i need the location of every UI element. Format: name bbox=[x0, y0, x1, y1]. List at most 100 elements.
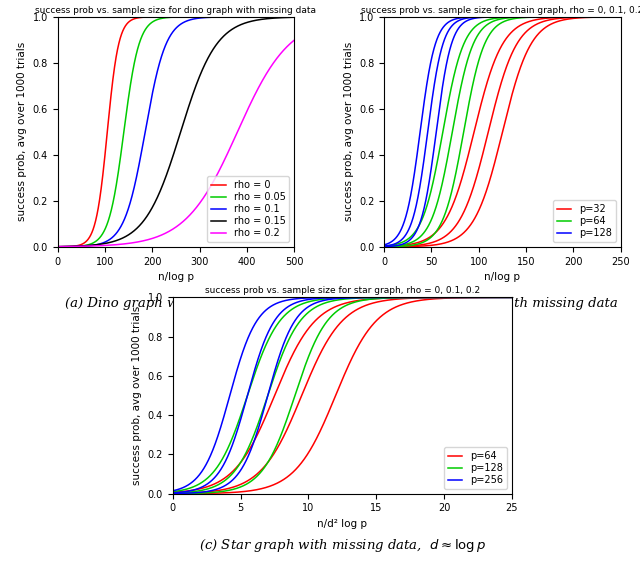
p=64 bbox=[495, 15, 503, 21]
p=256 bbox=[334, 294, 342, 301]
rho = 0.05 bbox=[240, 13, 248, 20]
p=32 bbox=[489, 62, 497, 68]
p=64 bbox=[498, 294, 506, 301]
Title: success prob vs. sample size for dino graph with missing data: success prob vs. sample size for dino gr… bbox=[35, 6, 316, 15]
Y-axis label: success prob, avg over 1000 trials: success prob, avg over 1000 trials bbox=[132, 306, 142, 485]
rho = 0.2 bbox=[54, 243, 61, 250]
p=128 bbox=[610, 13, 618, 20]
rho = 0.15 bbox=[240, 20, 248, 27]
p=32 bbox=[566, 13, 574, 20]
Y-axis label: success prob, avg over 1000 trials: success prob, avg over 1000 trials bbox=[344, 42, 353, 222]
p=32 bbox=[380, 243, 388, 250]
Y-axis label: success prob, avg over 1000 trials: success prob, avg over 1000 trials bbox=[17, 42, 27, 222]
Line: p=32: p=32 bbox=[384, 17, 621, 246]
p=128 bbox=[508, 294, 516, 301]
Legend: p=64, p=128, p=256: p=64, p=128, p=256 bbox=[444, 447, 507, 489]
Title: success prob vs. sample size for star graph, rho = 0, 0.1, 0.2: success prob vs. sample size for star gr… bbox=[205, 286, 480, 295]
p=256 bbox=[169, 488, 177, 494]
rho = 0.05 bbox=[163, 14, 170, 21]
p=64 bbox=[436, 294, 444, 301]
p=64 bbox=[566, 13, 574, 20]
X-axis label: n/log p: n/log p bbox=[158, 272, 194, 282]
rho = 0.05 bbox=[284, 13, 291, 20]
rho = 0 bbox=[284, 13, 291, 20]
Line: p=256: p=256 bbox=[173, 297, 512, 491]
p=32 bbox=[392, 242, 400, 249]
p=64 bbox=[610, 13, 618, 20]
p=64 bbox=[325, 307, 333, 314]
Line: p=128: p=128 bbox=[384, 17, 621, 245]
Line: p=128: p=128 bbox=[173, 297, 512, 491]
rho = 0 bbox=[291, 13, 298, 20]
rho = 0.05 bbox=[284, 13, 291, 20]
p=64 bbox=[499, 294, 506, 301]
rho = 0.05 bbox=[291, 13, 298, 20]
rho = 0.15 bbox=[54, 243, 61, 250]
Text: (b) Chain graph with missing data: (b) Chain graph with missing data bbox=[388, 297, 618, 310]
p=64 bbox=[334, 302, 342, 309]
rho = 0.1 bbox=[284, 13, 291, 20]
p=64 bbox=[169, 489, 177, 496]
Text: (c) Star graph with missing data,  $d \approx \log p$: (c) Star graph with missing data, $d \ap… bbox=[199, 537, 486, 554]
rho = 0.1 bbox=[163, 40, 170, 47]
p=128 bbox=[436, 294, 444, 301]
rho = 0.2 bbox=[240, 114, 248, 121]
rho = 0 bbox=[54, 243, 61, 250]
rho = 0.2 bbox=[163, 229, 170, 236]
p=128 bbox=[392, 234, 400, 241]
rho = 0.15 bbox=[163, 172, 170, 178]
Line: rho = 0.2: rho = 0.2 bbox=[58, 40, 294, 247]
p=256 bbox=[436, 294, 444, 301]
X-axis label: n/d² log p: n/d² log p bbox=[317, 519, 367, 529]
p=128 bbox=[610, 13, 618, 20]
rho = 0.2 bbox=[291, 37, 298, 44]
rho = 0.2 bbox=[169, 226, 177, 233]
rho = 0 bbox=[163, 13, 170, 20]
p=32 bbox=[610, 13, 618, 20]
rho = 0 bbox=[291, 13, 298, 20]
p=128 bbox=[617, 13, 625, 20]
rho = 0.15 bbox=[169, 154, 177, 160]
rho = 0.15 bbox=[284, 14, 291, 21]
p=64 bbox=[186, 488, 194, 494]
p=256 bbox=[498, 294, 506, 301]
rho = 0.15 bbox=[291, 14, 298, 21]
rho = 0.05 bbox=[169, 14, 177, 21]
rho = 0.05 bbox=[66, 243, 74, 250]
rho = 0 bbox=[169, 13, 177, 20]
p=256 bbox=[186, 480, 194, 487]
p=128 bbox=[498, 294, 506, 301]
rho = 0.1 bbox=[169, 29, 177, 35]
rho = 0 bbox=[284, 13, 291, 20]
p=128 bbox=[169, 488, 177, 495]
p=64 bbox=[392, 241, 400, 247]
rho = 0 bbox=[66, 243, 74, 250]
p=256 bbox=[499, 294, 506, 301]
Text: (a) Dino graph with missing data: (a) Dino graph with missing data bbox=[65, 297, 287, 310]
rho = 0 bbox=[240, 13, 248, 20]
p=256 bbox=[325, 294, 333, 301]
rho = 0.1 bbox=[240, 13, 248, 20]
p=64 bbox=[617, 13, 625, 20]
rho = 0.1 bbox=[54, 243, 61, 250]
p=32 bbox=[610, 13, 618, 20]
Legend: p=32, p=64, p=128: p=32, p=64, p=128 bbox=[553, 200, 616, 242]
p=128 bbox=[325, 295, 333, 302]
rho = 0.1 bbox=[291, 13, 298, 20]
p=64 bbox=[610, 13, 618, 20]
rho = 0.2 bbox=[284, 43, 291, 50]
rho = 0.2 bbox=[66, 243, 74, 250]
p=64 bbox=[508, 294, 516, 301]
p=128 bbox=[566, 13, 574, 20]
p=128 bbox=[186, 485, 194, 491]
p=32 bbox=[495, 47, 503, 54]
Line: p=64: p=64 bbox=[384, 17, 621, 246]
Line: rho = 0: rho = 0 bbox=[58, 17, 294, 247]
Legend: rho = 0, rho = 0.05, rho = 0.1, rho = 0.15, rho = 0.2: rho = 0, rho = 0.05, rho = 0.1, rho = 0.… bbox=[207, 176, 289, 242]
p=64 bbox=[380, 243, 388, 250]
p=256 bbox=[508, 294, 516, 301]
rho = 0.2 bbox=[284, 43, 291, 50]
p=128 bbox=[380, 241, 388, 248]
Line: rho = 0.05: rho = 0.05 bbox=[58, 17, 294, 247]
p=128 bbox=[495, 13, 503, 20]
